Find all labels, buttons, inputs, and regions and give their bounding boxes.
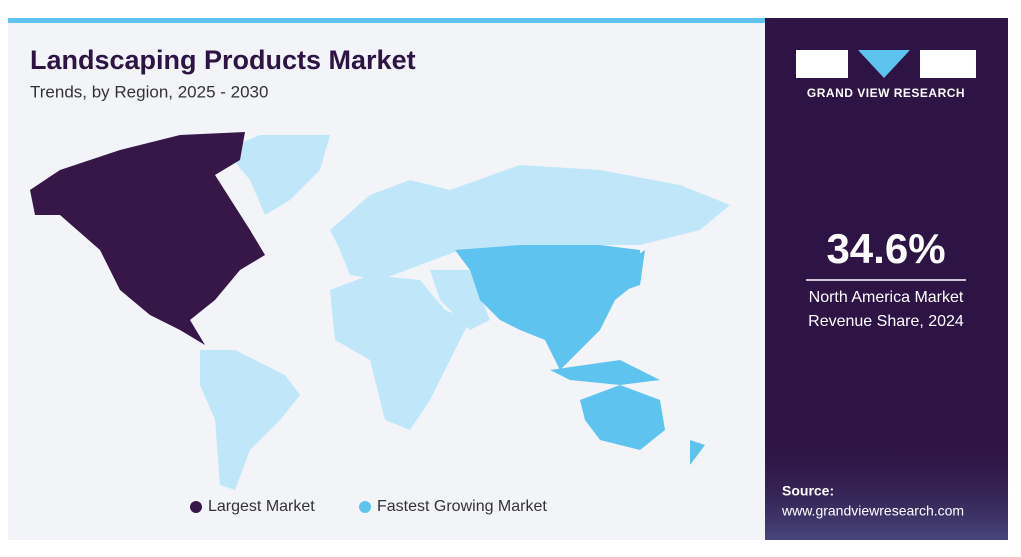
legend-label: Fastest Growing Market [377,498,547,515]
greenland [225,135,330,215]
europe [330,180,460,280]
north-america [30,132,265,345]
stat-value: 34.6% [826,225,945,272]
japan [625,250,645,290]
stat-caption: Revenue Share, 2024 [808,313,964,330]
south-america [200,350,300,490]
panel-texture [765,430,1008,540]
asia [455,245,640,370]
logo [796,50,976,78]
stat-caption: North America Market [809,289,964,306]
legend-label: Largest Market [208,498,315,515]
legend-dot [190,501,202,513]
logo-triangle [858,50,910,78]
australia [580,385,665,450]
africa [330,275,470,430]
title: Landscaping Products Market [30,45,416,75]
indonesia [550,360,660,385]
source-url: www.grandviewresearch.com [781,503,964,519]
north-asia [450,165,730,250]
new-zealand [690,440,705,465]
world-map [30,132,730,490]
logo-block [796,50,848,78]
source-label: Source: [782,483,834,499]
subtitle: Trends, by Region, 2025 - 2030 [30,82,268,101]
top-bar [8,18,765,23]
legend-dot [359,501,371,513]
brand: GRAND VIEW RESEARCH [807,86,965,100]
logo-block [920,50,976,78]
